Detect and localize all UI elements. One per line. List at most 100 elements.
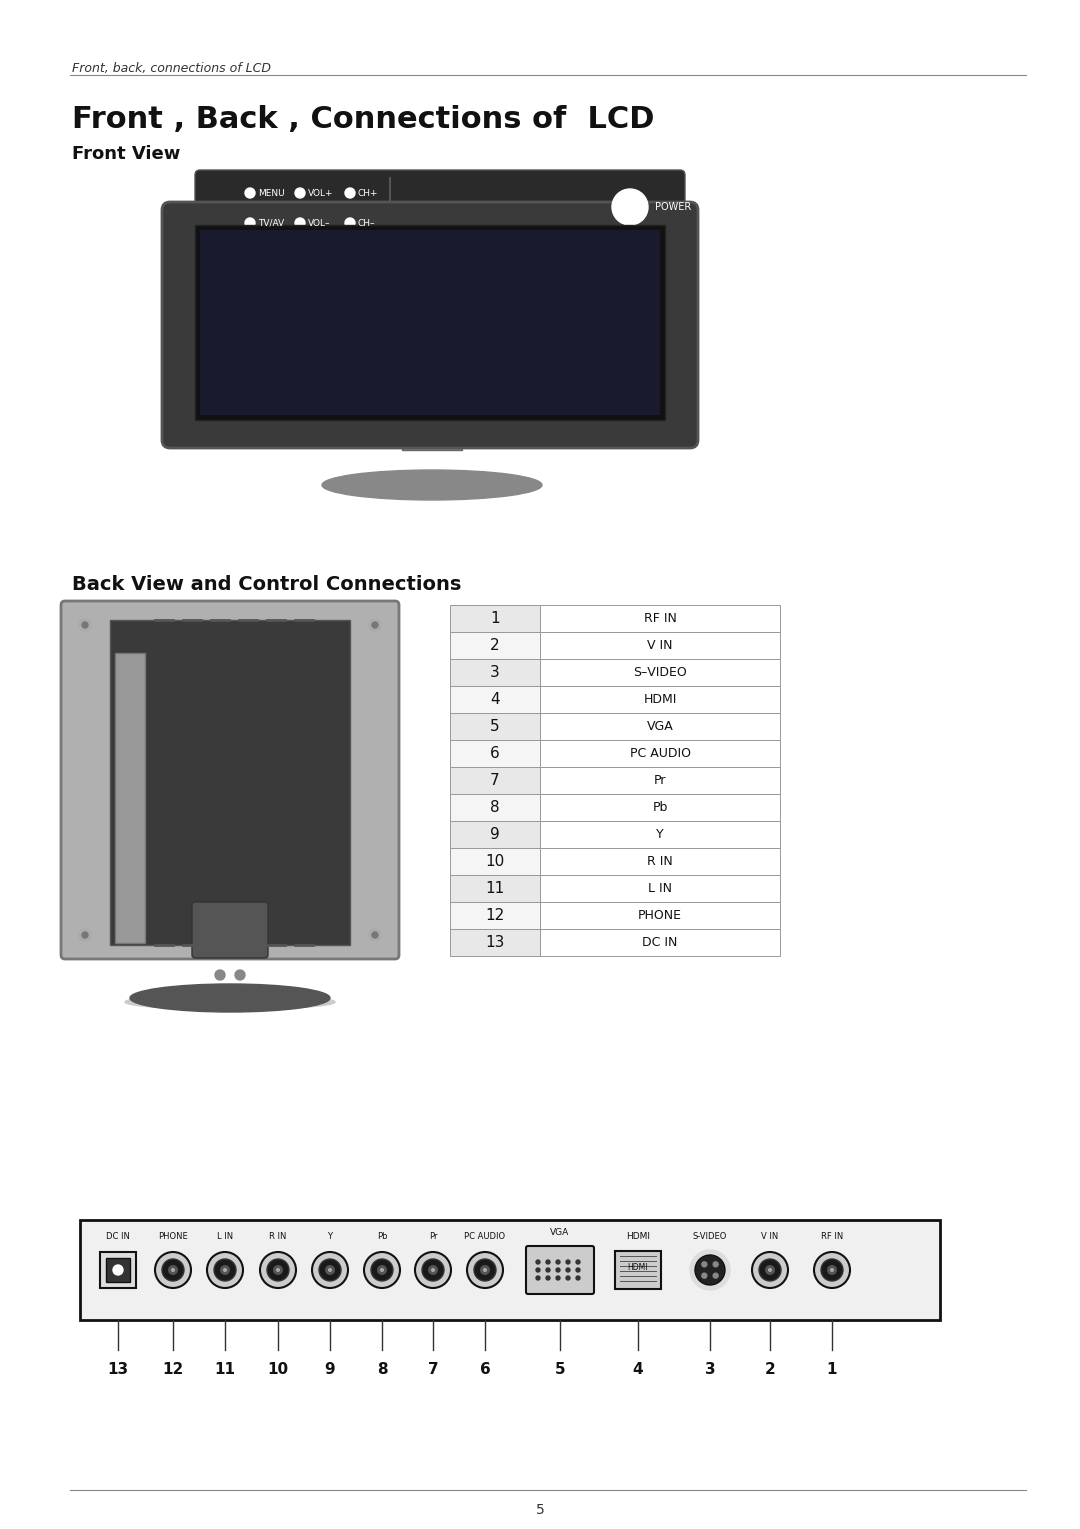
Text: 1: 1 [827,1362,837,1378]
Text: 13: 13 [107,1362,129,1378]
Text: S-VIDEO: S-VIDEO [692,1232,727,1242]
Circle shape [422,1258,444,1281]
Bar [540,930,780,956]
FancyBboxPatch shape [192,902,268,959]
Text: 6: 6 [490,746,500,761]
Bar [540,821,780,849]
Text: 1: 1 [490,612,500,625]
Text: 11: 11 [215,1362,235,1378]
Text: HDMI: HDMI [644,693,677,706]
Text: R IN: R IN [647,855,673,868]
Bar [450,849,540,875]
Circle shape [546,1260,550,1264]
Text: 4: 4 [633,1362,644,1378]
Circle shape [364,1252,400,1287]
Text: 7: 7 [490,774,500,787]
Circle shape [576,1268,580,1272]
Circle shape [566,1268,570,1272]
Ellipse shape [130,985,330,1012]
Bar [540,605,780,631]
Text: 2: 2 [765,1362,775,1378]
Text: Pr: Pr [653,774,666,787]
Circle shape [168,1264,178,1275]
Text: V IN: V IN [647,639,673,651]
Circle shape [768,1268,772,1272]
Text: DC IN: DC IN [106,1232,130,1242]
Circle shape [827,1264,837,1275]
Bar [450,659,540,687]
Circle shape [576,1260,580,1264]
Circle shape [713,1274,718,1278]
Ellipse shape [322,469,542,500]
Bar [450,605,540,631]
Circle shape [345,188,355,197]
Text: Back View and Control Connections: Back View and Control Connections [72,575,461,593]
Text: PHONE: PHONE [638,910,681,922]
Bar [450,794,540,821]
Text: Front, back, connections of LCD: Front, back, connections of LCD [72,63,271,75]
Text: Pr: Pr [429,1232,437,1242]
Bar [540,740,780,768]
Circle shape [319,1258,341,1281]
Bar [110,619,350,945]
Circle shape [713,1261,718,1268]
Circle shape [79,930,91,940]
Text: 11: 11 [485,881,504,896]
Circle shape [831,1268,834,1272]
Circle shape [372,933,378,937]
Text: TV/AV: TV/AV [258,219,284,228]
Circle shape [295,219,305,228]
Text: HDMI: HDMI [626,1232,650,1242]
Text: 7: 7 [428,1362,438,1378]
Text: 2: 2 [490,638,500,653]
Bar [540,875,780,902]
Text: 5: 5 [555,1362,565,1378]
Circle shape [156,1252,191,1287]
Circle shape [566,1277,570,1280]
Circle shape [556,1268,561,1272]
Circle shape [380,1268,384,1272]
Bar [540,794,780,821]
Bar [106,1258,130,1281]
Text: VGA: VGA [551,1228,569,1237]
Bar [540,687,780,713]
Circle shape [171,1268,175,1272]
Text: R IN: R IN [269,1232,286,1242]
Circle shape [215,969,225,980]
Circle shape [546,1268,550,1272]
Text: 12: 12 [485,908,504,924]
Text: L IN: L IN [648,882,672,894]
Circle shape [431,1268,435,1272]
Circle shape [814,1252,850,1287]
Circle shape [690,1251,730,1290]
Bar [540,768,780,794]
Circle shape [113,1264,123,1275]
Text: PC AUDIO: PC AUDIO [464,1232,505,1242]
Bar [450,768,540,794]
Circle shape [612,190,648,225]
Circle shape [536,1260,540,1264]
Bar [100,1252,136,1287]
Bar [450,740,540,768]
Text: RF IN: RF IN [644,612,676,625]
FancyBboxPatch shape [526,1246,594,1294]
Circle shape [415,1252,451,1287]
Circle shape [82,933,87,937]
Circle shape [345,219,355,228]
Text: POWER: POWER [654,202,691,213]
Circle shape [546,1277,550,1280]
Bar [450,687,540,713]
Text: 5: 5 [490,719,500,734]
Circle shape [369,930,381,940]
Bar [540,849,780,875]
Circle shape [220,1264,230,1275]
Bar [540,659,780,687]
Circle shape [222,1268,227,1272]
Text: RF IN: RF IN [821,1232,843,1242]
FancyBboxPatch shape [402,410,462,450]
Circle shape [752,1252,788,1287]
Bar [450,821,540,849]
Circle shape [377,1264,387,1275]
Text: 5: 5 [536,1503,544,1517]
Circle shape [79,619,91,631]
